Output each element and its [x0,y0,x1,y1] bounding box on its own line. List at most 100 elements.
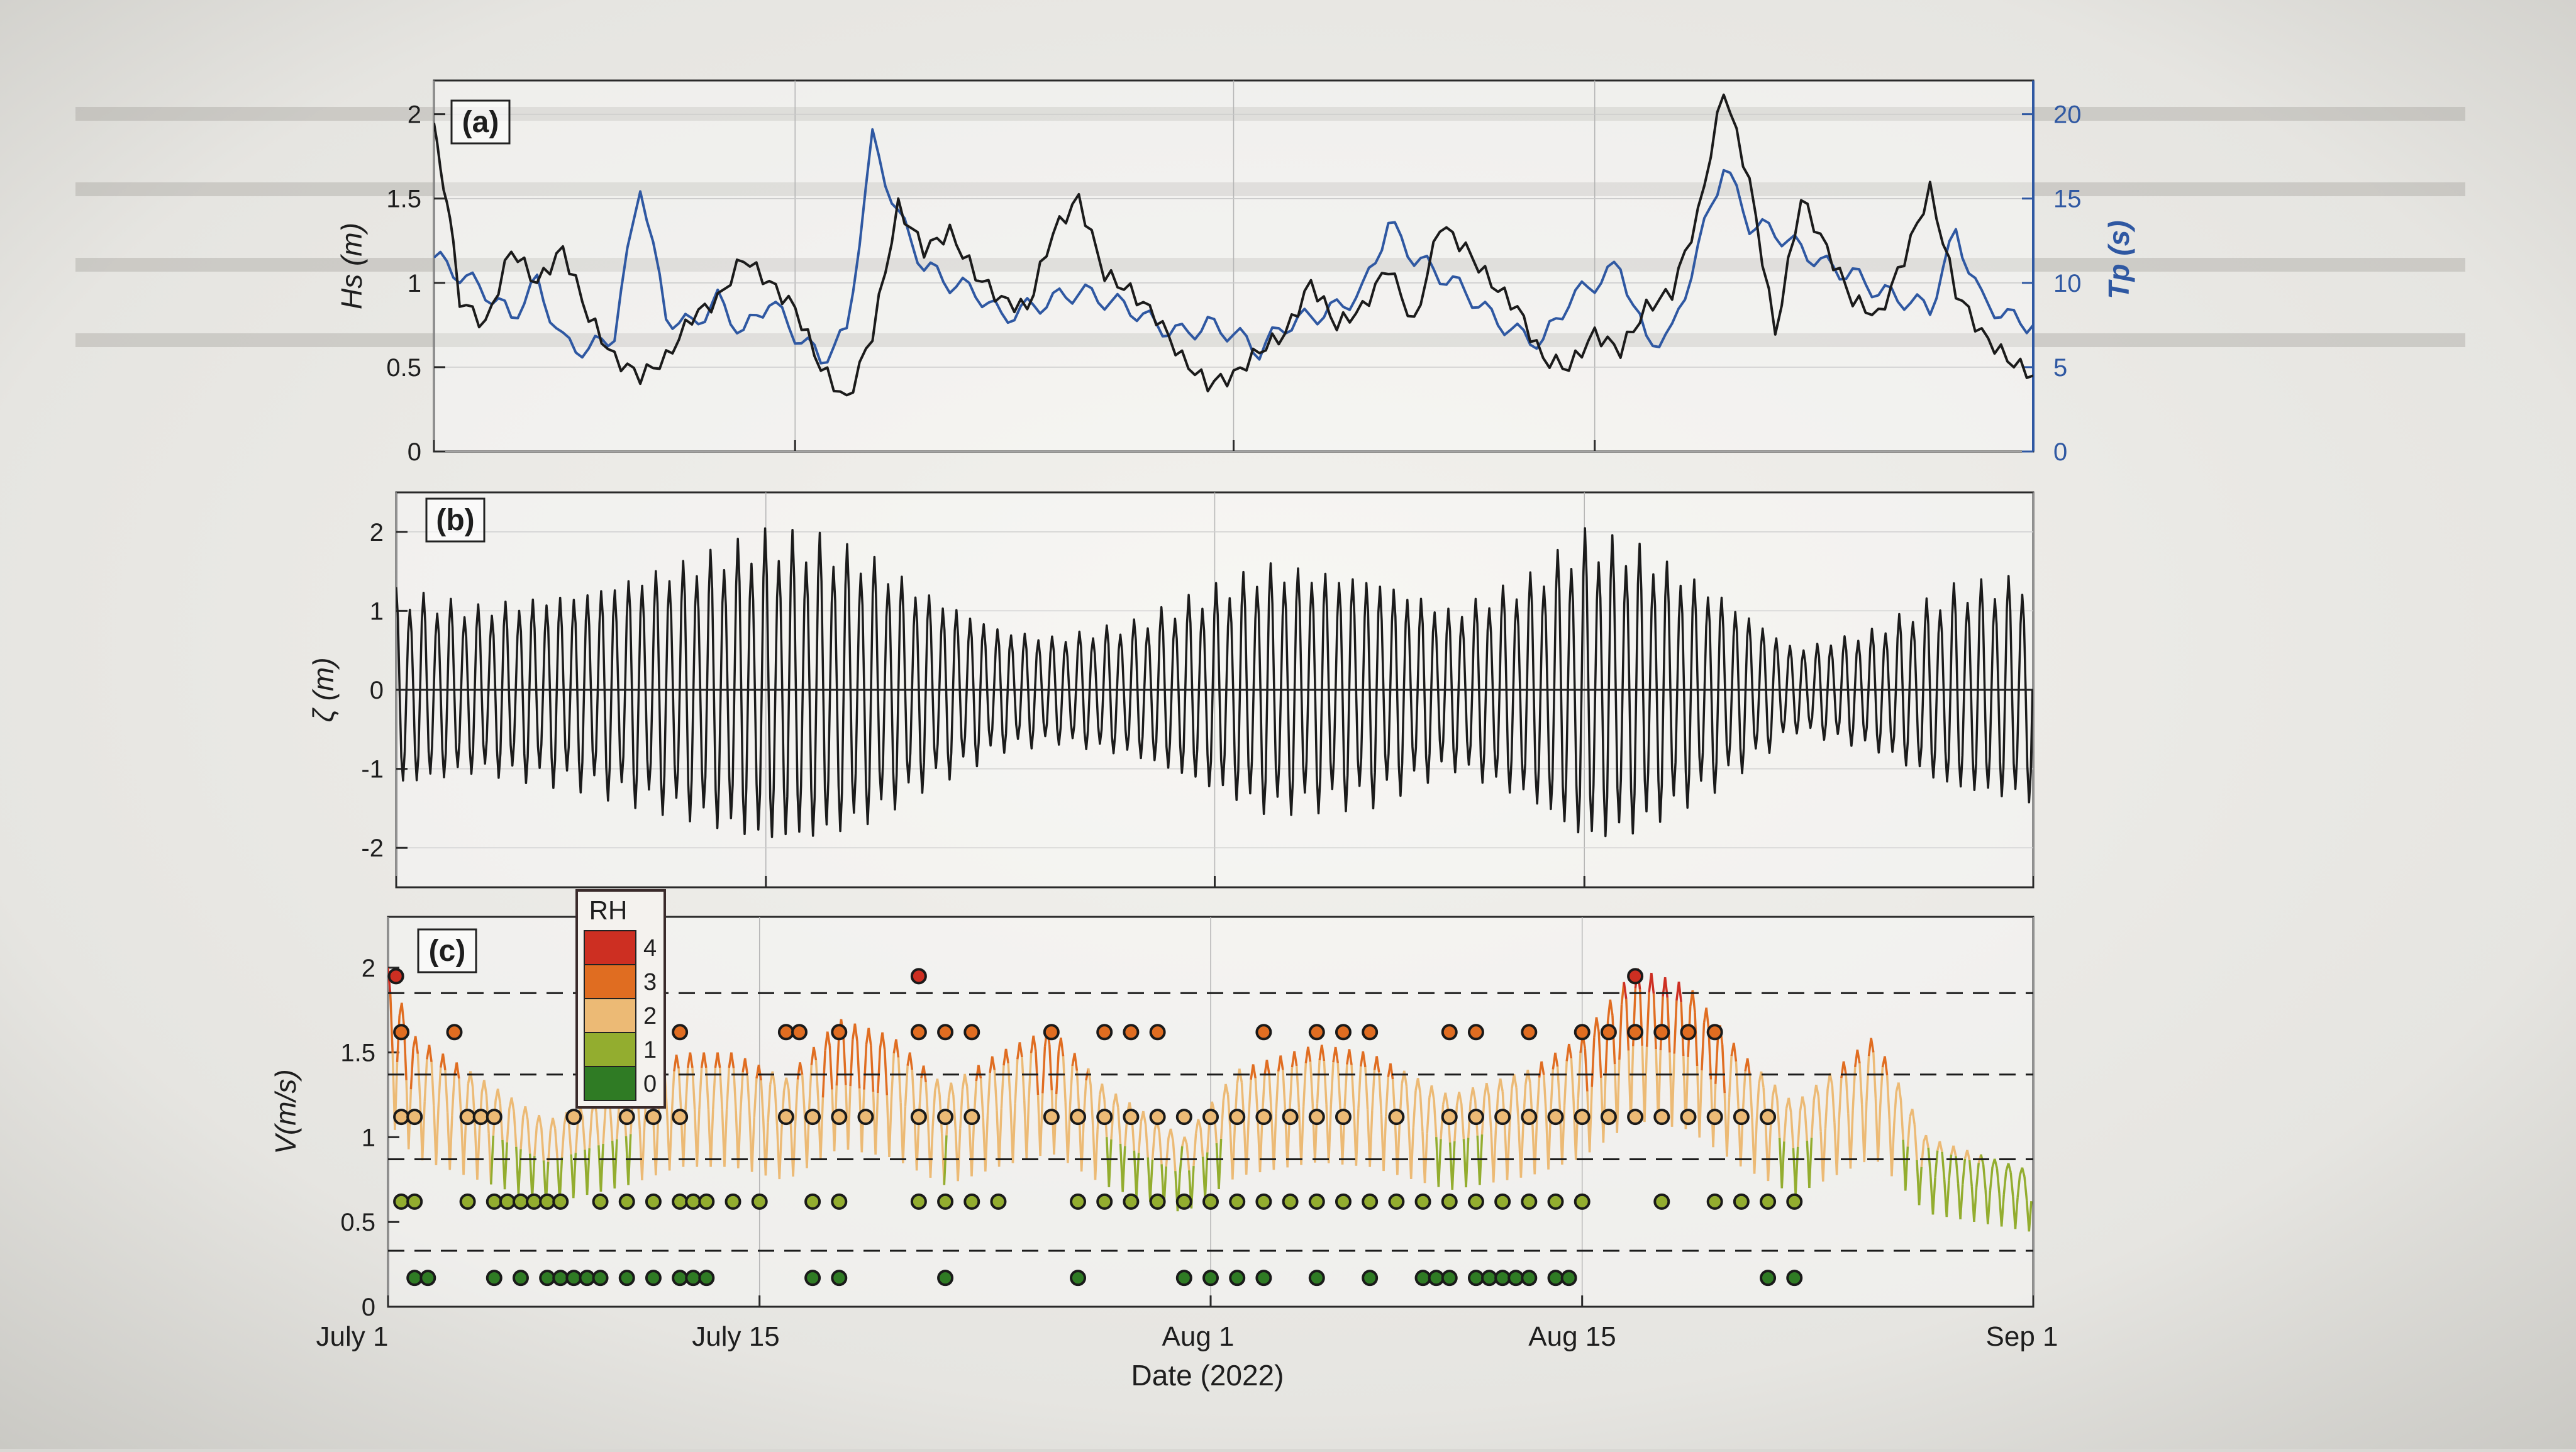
velocity-segment [1487,1095,1492,1133]
velocity-segment [931,1090,936,1127]
rh-dot [565,1270,582,1287]
velocity-segment [1060,1037,1065,1056]
rh-dot [1070,1109,1087,1126]
velocity-segment [1108,1139,1113,1187]
velocity-segment [416,1053,421,1100]
tick-label-y: 1 [362,1124,375,1151]
velocity-segment [904,1065,909,1107]
velocity-segment [1416,1078,1422,1094]
tick-label-y: 2 [362,955,375,982]
velocity-segment [979,1078,984,1117]
rh-dot [1521,1024,1538,1041]
rh-dot [1786,1193,1803,1210]
rh-dot [1600,1024,1617,1041]
velocity-segment [1842,1061,1847,1075]
rh-dot [393,1024,410,1041]
velocity-segment [448,1115,453,1170]
velocity-segment [1101,1083,1106,1100]
velocity-segment [599,1143,604,1192]
rh-dot [1175,1193,1192,1210]
velocity-segment [1004,1048,1009,1064]
velocity-segment [897,1057,902,1103]
velocity-segment [1733,1043,1738,1062]
rh-dot [698,1193,715,1210]
rh-dot [1507,1270,1524,1287]
velocity-segment [1611,1015,1616,1065]
rh-dot [831,1270,848,1287]
velocity-segment [1721,1045,1726,1094]
velocity-segment [462,1122,467,1175]
rh-legend-swatch [584,1032,636,1067]
rh-dot [512,1193,529,1210]
velocity-segment [842,1037,847,1085]
rh-dot [1760,1109,1777,1126]
velocity-segment [1252,1064,1257,1078]
velocity-segment [1899,1100,1904,1140]
velocity-segment [1941,1151,1946,1180]
velocity-segment [1519,1124,1524,1178]
velocity-segment [1437,1139,1442,1187]
velocity-segment [702,1052,708,1068]
velocity-segment [1247,1079,1252,1121]
rh-dot [1414,1193,1431,1210]
tick-label-y: 1 [408,270,421,297]
velocity-segment [814,1060,819,1102]
velocity-segment [929,1126,934,1178]
rh-dot [645,1270,662,1287]
rh-dot [645,1193,662,1210]
rh-dot [406,1270,423,1287]
velocity-segment [1996,1168,2001,1194]
velocity-segment [1790,1112,1795,1149]
velocity-segment [1663,977,1669,998]
velocity-segment [1343,1064,1348,1107]
velocity-segment [1670,1053,1675,1127]
velocity-segment [1817,1096,1822,1132]
velocity-segment [959,1089,964,1129]
velocity-segment [655,1120,660,1176]
rh-dot [1680,1109,1697,1126]
velocity-segment [1185,1144,1191,1171]
velocity-segment [1609,999,1614,1016]
velocity-segment [1144,1124,1149,1158]
velocity-segment [1872,1052,1877,1099]
velocity-segment [1423,1133,1428,1183]
velocity-segment [716,1052,721,1068]
rh-dot [1362,1193,1379,1210]
rh-dot [1043,1109,1060,1126]
rh-dot [1335,1109,1352,1126]
velocity-segment [1938,1141,1943,1153]
velocity-segment [1975,1163,1980,1188]
velocity-segment [730,1052,735,1068]
rh-dot [1547,1270,1564,1287]
rh-dot [387,968,404,985]
rh-dot [724,1193,741,1210]
rh-dot [459,1193,476,1210]
rh-dot [512,1270,529,1287]
velocity-segment [1556,1067,1562,1108]
velocity-segment [503,1142,508,1190]
velocity-segment [1810,1100,1815,1138]
velocity-segment [698,1067,703,1110]
rh-dot [1335,1193,1352,1210]
tick-label-y: 0.5 [340,1209,375,1236]
rh-dot [777,1109,794,1126]
velocity-segment [1094,1129,1099,1180]
rh-dot [1547,1109,1564,1126]
velocity-segment [1735,1061,1740,1107]
rh-dot [446,1024,463,1041]
velocity-segment [1254,1078,1259,1118]
rh-legend-swatch [584,1066,636,1101]
rh-dot [1467,1024,1484,1041]
velocity-segment [496,1089,502,1104]
tp-series-line [434,128,2033,365]
rh-dot [539,1270,556,1287]
velocity-segment [1714,1039,1719,1084]
rh-dot [1388,1193,1405,1210]
rh-legend-entry: 1 [643,1037,657,1063]
velocity-segment [1197,1119,1202,1128]
velocity-segment [553,1128,559,1159]
velocity-segment [1568,1043,1573,1059]
rh-dot [1441,1109,1458,1126]
